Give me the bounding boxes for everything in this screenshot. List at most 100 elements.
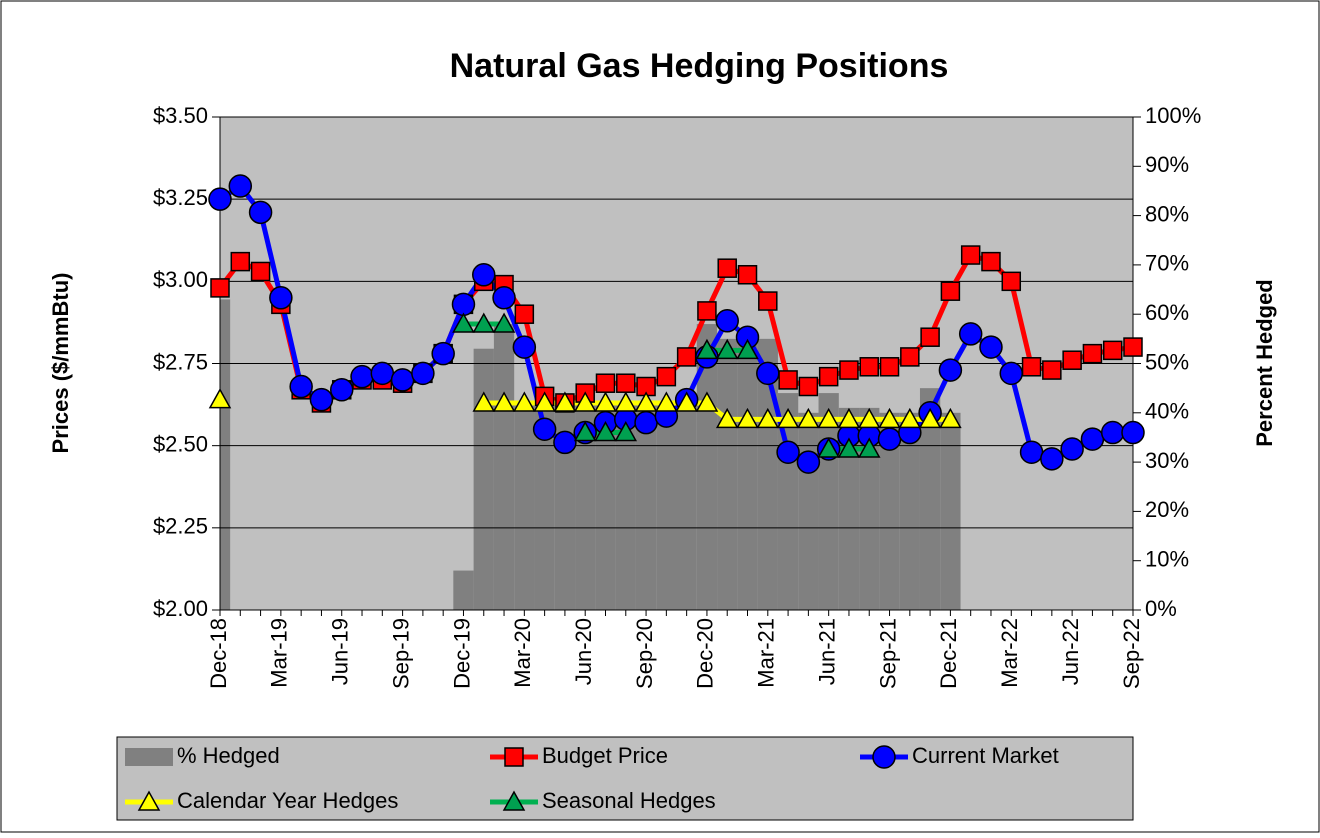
bar	[940, 412, 961, 610]
legend-label: Current Market	[912, 743, 1059, 768]
x-tick-label: Jun-21	[814, 618, 839, 685]
point	[431, 341, 455, 366]
point	[675, 391, 698, 412]
point	[472, 312, 496, 333]
point	[939, 407, 962, 429]
bar	[473, 348, 494, 610]
point	[1062, 350, 1082, 370]
y-tick-label: $2.00	[153, 596, 208, 621]
point	[210, 278, 230, 298]
legend-swatch	[125, 748, 173, 766]
point	[208, 388, 232, 409]
legend-label: Seasonal Hedges	[542, 788, 716, 813]
bar	[635, 402, 657, 610]
point	[492, 391, 516, 412]
legend-label: % Hedged	[177, 743, 280, 768]
bar	[737, 338, 758, 610]
point	[715, 407, 739, 429]
point	[452, 312, 475, 333]
y-tick-label: $2.50	[153, 431, 208, 456]
point	[634, 391, 658, 412]
point	[776, 407, 800, 429]
bar	[595, 402, 616, 610]
point	[857, 437, 881, 458]
bar	[676, 402, 697, 610]
point	[451, 292, 476, 317]
x-tick-label: Sep-22	[1119, 618, 1144, 689]
bar	[615, 402, 636, 610]
point	[614, 391, 638, 412]
x-tick-label: Dec-18	[206, 618, 231, 689]
bar	[575, 402, 596, 610]
point	[1082, 343, 1103, 364]
point	[737, 265, 758, 285]
point	[676, 347, 697, 367]
point	[898, 407, 922, 429]
point	[837, 407, 861, 429]
x-tick-label: Sep-20	[632, 618, 657, 689]
point	[736, 407, 759, 429]
bar	[554, 402, 576, 610]
point	[513, 391, 536, 412]
point	[940, 281, 961, 301]
legend-marker	[137, 790, 161, 811]
point	[715, 309, 739, 333]
point	[208, 187, 232, 211]
point	[289, 374, 313, 399]
legend-marker	[504, 747, 524, 767]
x-tick-label: Jun-20	[571, 618, 596, 685]
point	[756, 361, 780, 386]
point	[877, 427, 902, 451]
point	[573, 420, 597, 442]
bar	[798, 412, 819, 610]
point	[553, 391, 577, 412]
point	[878, 407, 901, 429]
point	[1060, 437, 1084, 461]
point	[695, 338, 719, 360]
bar	[534, 402, 555, 610]
bar	[696, 324, 718, 610]
point	[1123, 337, 1143, 357]
point	[472, 263, 496, 287]
point	[512, 335, 537, 359]
point	[1001, 271, 1022, 292]
point	[756, 407, 780, 429]
point	[817, 437, 840, 458]
point	[532, 417, 557, 441]
chart-title: Natural Gas Hedging Positions	[450, 47, 949, 85]
legend-label: Calendar Year Hedges	[177, 788, 398, 813]
plot-clip	[220, 299, 961, 610]
point	[1040, 447, 1064, 471]
point	[248, 200, 273, 225]
point	[655, 391, 678, 412]
point	[960, 245, 981, 265]
point	[594, 391, 617, 412]
point	[717, 258, 737, 278]
legend	[116, 736, 1134, 821]
bar	[899, 412, 920, 610]
point	[778, 370, 798, 390]
point	[900, 347, 920, 367]
point	[857, 407, 881, 429]
point	[492, 312, 516, 333]
point	[614, 420, 638, 442]
y-axis-title: Prices ($/mmBtu)	[48, 273, 73, 454]
point	[715, 338, 739, 360]
bar	[859, 407, 880, 610]
point	[390, 368, 415, 392]
x-tick-label: Mar-21	[754, 618, 779, 688]
point	[492, 286, 516, 310]
x-tick-label: Sep-19	[388, 618, 413, 689]
point	[309, 387, 334, 412]
bar	[757, 338, 778, 610]
x-tick-label: Jun-22	[1058, 618, 1083, 685]
point	[758, 291, 778, 311]
bar	[838, 407, 860, 610]
point	[250, 261, 271, 282]
point	[228, 174, 253, 198]
point	[695, 391, 719, 412]
point	[918, 407, 942, 429]
point	[938, 358, 963, 382]
bar	[717, 338, 738, 610]
point	[958, 322, 983, 346]
